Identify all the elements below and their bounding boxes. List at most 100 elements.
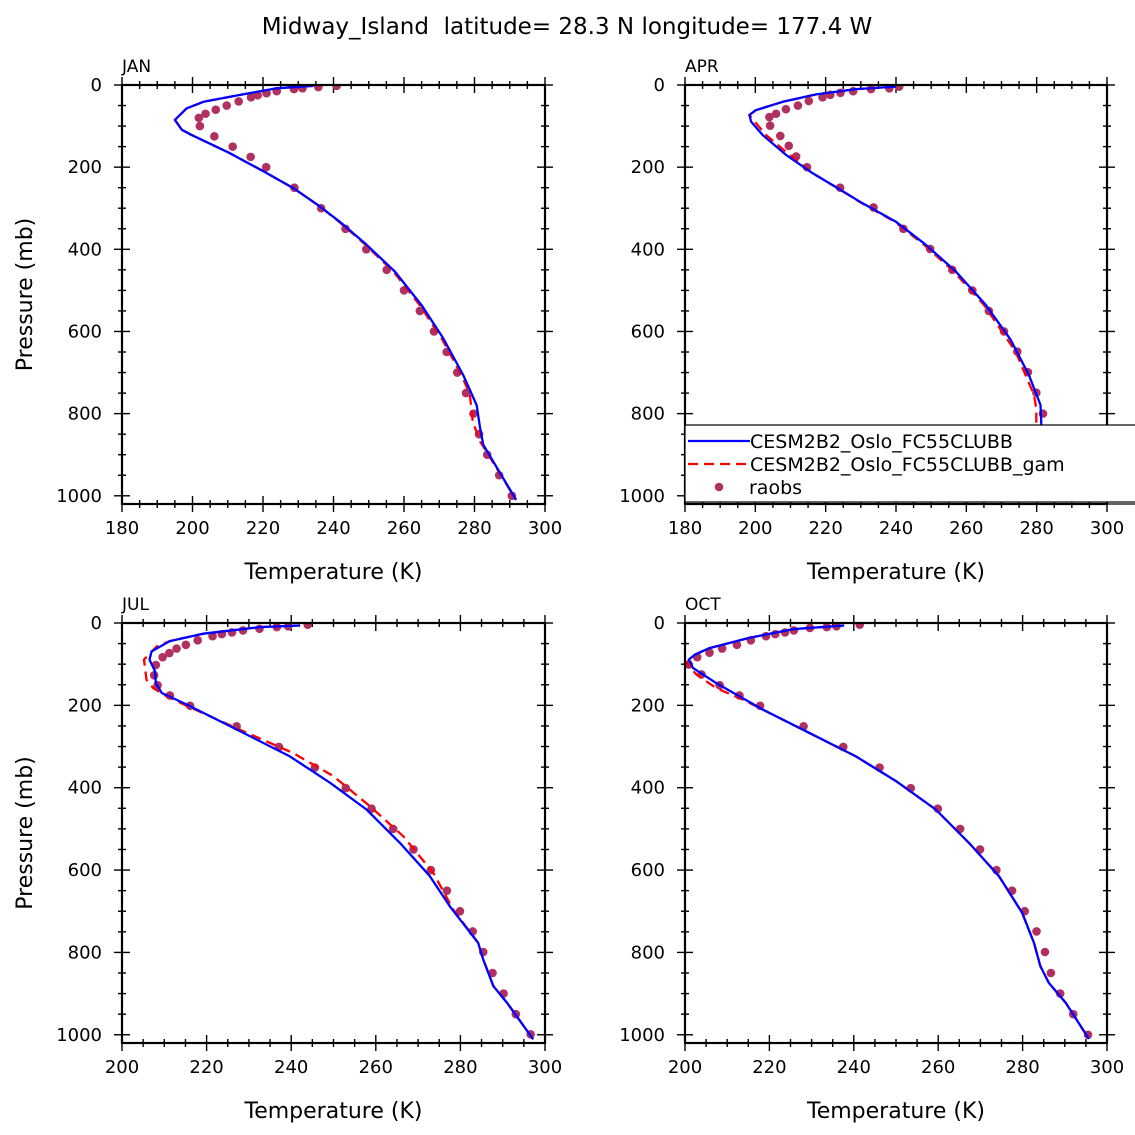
raobs-point [314,85,323,92]
raobs-point [705,648,714,657]
series-line-clubb [148,624,535,1040]
raobs-point [781,104,791,114]
y-tick-label: 400 [631,778,665,799]
raobs-point [765,121,775,130]
y-tick-label: 400 [68,239,102,260]
x-tick-label: 300 [1090,1057,1124,1078]
raobs-point [172,644,181,653]
x-tick-label: 280 [457,518,491,539]
raobs-point [1032,927,1041,936]
raobs-point [246,93,256,102]
x-tick-label: 200 [738,518,772,539]
y-tick-label: 200 [631,157,665,178]
raobs-point [804,96,814,106]
x-tick-label: 260 [949,518,983,539]
panel-apr: APR 180 200 220 240 260 280 300 0 200 400 600 800 100… [619,57,1135,585]
legend-box [684,424,1135,503]
raobs-point [194,113,204,123]
x-tick-label: 260 [359,1057,393,1078]
series-line-clubb-gam [173,85,518,501]
series-line-clubb [687,624,1090,1040]
plot-frame [120,83,547,506]
panel-title: OCT [685,595,721,615]
raobs-point [455,906,465,916]
panel-title: JAN [121,57,151,77]
panel-oct: OCT 200 220 240 260 280 300 0 200 400 600 800 1000 Te… [619,595,1124,1124]
x-tick-label: 240 [837,1057,871,1078]
y-tick-label: 1000 [56,486,102,507]
y-tick-label: 200 [631,695,665,716]
y-tick-label: 200 [68,695,102,716]
x-tick-label: 260 [921,1057,955,1078]
raobs-point [195,121,205,131]
x-tick-label: 220 [189,1057,223,1078]
raobs-point [246,152,255,162]
raobs-point [1046,968,1056,978]
y-tick-label: 600 [68,321,102,342]
panel-jan: JAN 180 200 220 240 260 280 300 0 200 400 600 800 100… [13,57,562,585]
x-tick-label: 220 [246,518,280,539]
legend-marker-raobs [714,482,724,492]
series-line-clubb [173,85,518,501]
x-tick-label: 180 [668,518,702,539]
raobs-point [303,623,312,629]
figure-title: Midway_Island latitude= 28.3 N longitude… [262,14,873,40]
legend: CESM2B2_Oslo_FC55CLUBBCESM2B2_Oslo_FC55C… [684,424,1135,505]
x-axis-label: Temperature (K) [806,1099,985,1124]
y-tick-label: 600 [631,321,665,342]
raobs-point [771,109,781,119]
y-tick-label: 600 [631,860,665,881]
y-tick-label: 800 [631,404,665,425]
y-tick-label: 400 [68,778,102,799]
x-tick-label: 200 [668,1057,702,1078]
raobs-point [765,112,774,122]
series-line-clubb [748,85,1080,503]
raobs-point [208,631,217,641]
x-tick-label: 200 [105,1057,139,1078]
series-line-clubb-gam [142,624,535,1040]
raobs-point [228,142,237,151]
raobs-point [442,886,452,895]
y-tick-label: 0 [91,75,102,96]
x-tick-label: 280 [443,1057,477,1078]
x-tick-label: 280 [1005,1057,1039,1078]
y-axis-label: Pressure (mb) [13,218,38,372]
x-axis-label: Temperature (K) [244,560,423,585]
y-tick-label: 800 [68,942,102,963]
x-tick-label: 240 [274,1057,308,1078]
y-tick-label: 200 [68,157,102,178]
x-tick-label: 300 [528,1057,562,1078]
plot-frame [120,621,547,1045]
raobs-point [341,224,350,234]
raobs-point [158,652,167,662]
raobs-point [818,93,827,102]
raobs-point [255,624,264,634]
y-tick-label: 400 [631,239,665,260]
y-tick-label: 0 [654,75,665,96]
x-tick-label: 240 [879,518,913,539]
x-tick-label: 280 [1019,518,1053,539]
y-tick-label: 1000 [619,1025,665,1046]
raobs-point [201,109,210,119]
y-tick-label: 800 [631,942,665,963]
legend-label: CESM2B2_Oslo_FC55CLUBB [750,431,1013,453]
raobs-point [415,306,425,316]
x-axis-label: Temperature (K) [806,560,985,585]
plot-frame [683,621,1109,1045]
raobs-point [1040,947,1050,957]
panel-title: JUL [121,595,149,615]
raobs-point [211,105,221,114]
y-axis-label: Pressure (mb) [13,756,38,910]
plot-area [685,623,1093,1040]
legend-label: raobs [749,477,802,499]
raobs-point [793,101,803,110]
y-tick-label: 800 [68,404,102,425]
y-tick-label: 0 [654,613,665,634]
legend-label: CESM2B2_Oslo_FC55CLUBB_gam [750,454,1065,476]
x-axis-label: Temperature (K) [244,1099,423,1124]
raobs-point [332,85,341,91]
y-tick-label: 600 [68,860,102,881]
raobs-point [1055,989,1065,998]
